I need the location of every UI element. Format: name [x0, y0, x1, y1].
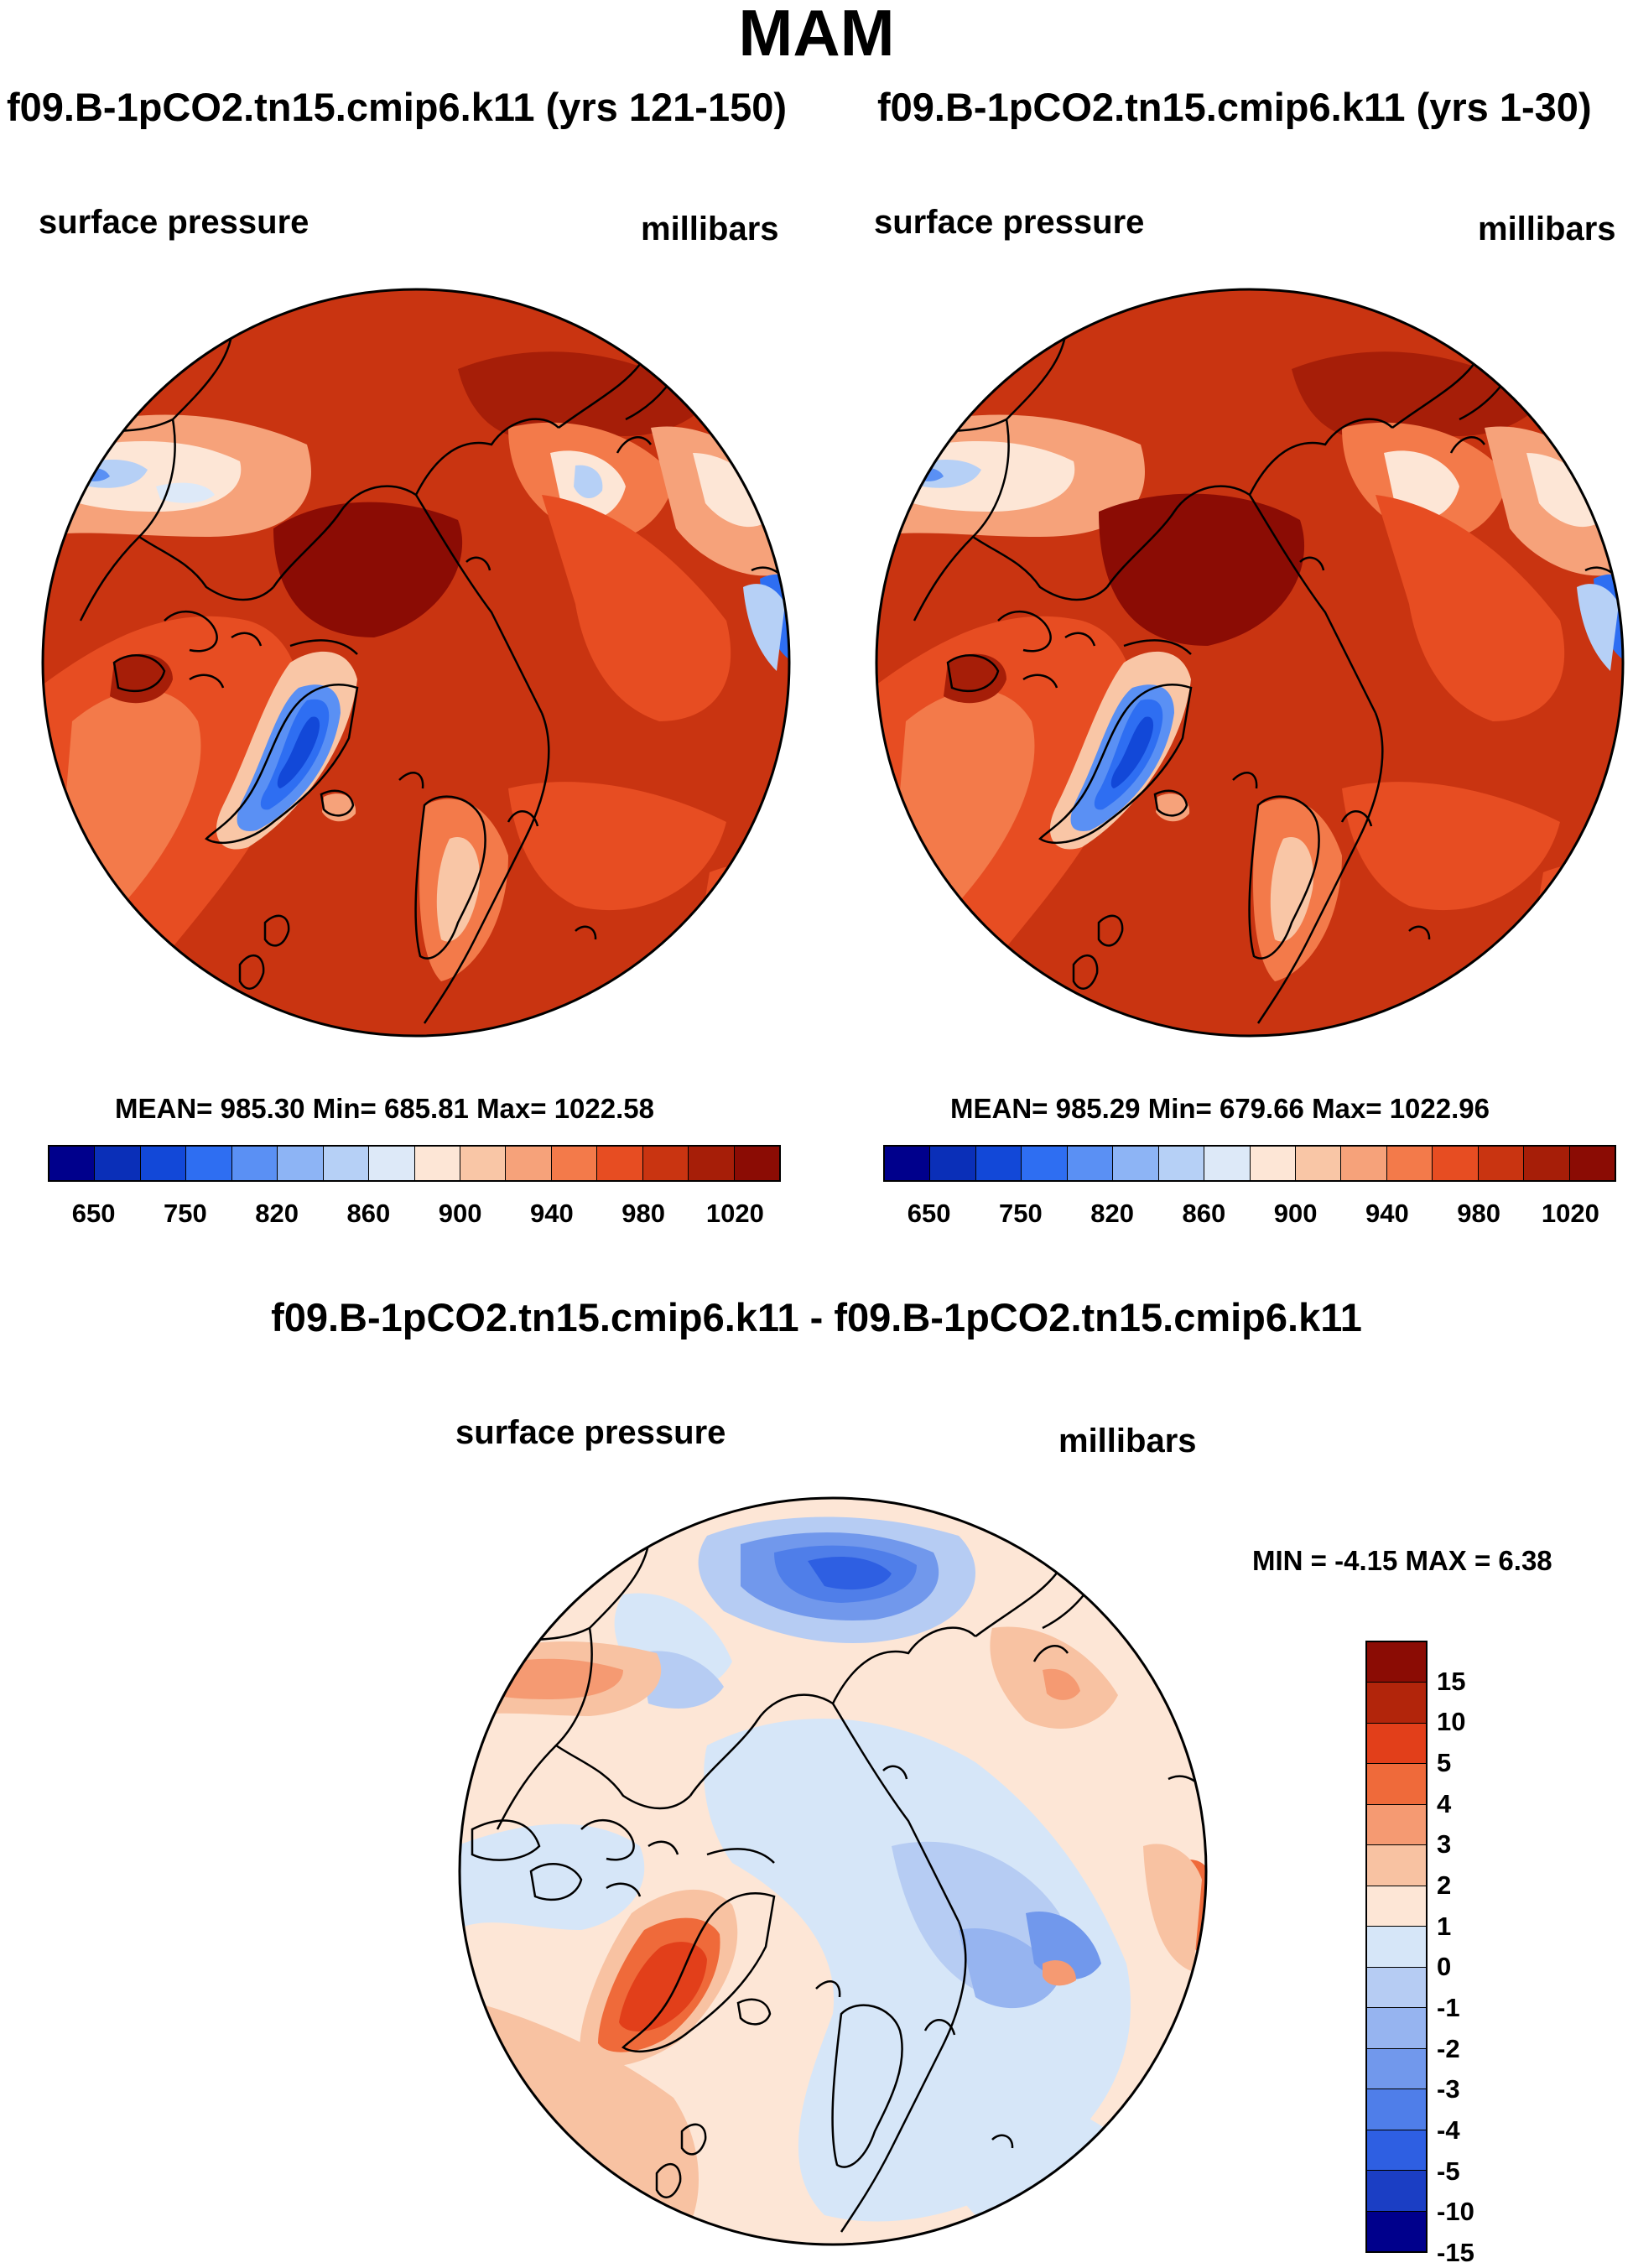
difference-colorbar-tick-label: -10 [1437, 2197, 1474, 2227]
difference-colorbar-swatch [1367, 1642, 1426, 1683]
left-colorbar-swatch [140, 1147, 187, 1180]
difference-colorbar-tick-label: -5 [1437, 2156, 1460, 2186]
left-stats: MEAN= 985.30 Min= 685.81 Max= 1022.58 [115, 1093, 654, 1124]
difference-colorbar-swatch [1367, 2171, 1426, 2212]
difference-colorbar-swatch [1367, 1927, 1426, 1968]
right-polar-map [875, 288, 1625, 1038]
right-colorbar-swatch [1524, 1147, 1570, 1180]
difference-polar-map [458, 1496, 1208, 2246]
difference-colorbar-swatch [1367, 1804, 1426, 1846]
difference-colorbar-tick-label: 3 [1437, 1829, 1452, 1860]
left-colorbar-tick-label: 750 [164, 1199, 207, 1228]
right-colorbar-swatch [1386, 1147, 1433, 1180]
right-colorbar-swatch [1341, 1147, 1387, 1180]
right-colorbar-tick-label: 980 [1457, 1199, 1500, 1228]
right-units-label: millibars [1478, 211, 1616, 247]
right-stats: MEAN= 985.29 Min= 679.66 Max= 1022.96 [950, 1093, 1490, 1124]
left-polar-map [41, 288, 791, 1038]
difference-colorbar-swatch [1367, 1886, 1426, 1927]
right-field-label: surface pressure [874, 204, 1145, 241]
left-colorbar-swatch [734, 1147, 779, 1180]
difference-colorbar-swatch [1367, 1723, 1426, 1765]
difference-colorbar-tick-label: -1 [1437, 1993, 1460, 2022]
difference-colorbar-tick-label: -3 [1437, 2074, 1460, 2104]
right-colorbar-swatch [1158, 1147, 1205, 1180]
difference-colorbar-tick-label: 10 [1437, 1707, 1466, 1737]
left-colorbar-swatch [95, 1147, 141, 1180]
right-colorbar-swatch [1250, 1147, 1296, 1180]
right-colorbar-swatch [1022, 1147, 1068, 1180]
difference-colorbar-swatch [1367, 2130, 1426, 2172]
difference-colorbar-tick-label: 2 [1437, 1870, 1452, 1900]
left-colorbar-tick-label: 1020 [705, 1199, 764, 1228]
difference-colorbar-swatch [1367, 2211, 1426, 2252]
left-colorbar-swatch [506, 1147, 552, 1180]
right-colorbar-tick-label: 820 [1090, 1199, 1134, 1228]
right-colorbar-swatch [1113, 1147, 1159, 1180]
right-colorbar [883, 1145, 1616, 1182]
difference-colorbar-swatch [1367, 1967, 1426, 2009]
left-colorbar-swatch [231, 1147, 278, 1180]
left-colorbar-swatch [551, 1147, 598, 1180]
difference-colorbar [1365, 1641, 1428, 2253]
right-colorbar-tick-label: 900 [1273, 1199, 1318, 1228]
left-colorbar-swatch [642, 1147, 689, 1180]
season-title: MAM [738, 0, 895, 70]
difference-colorbar-swatch [1367, 1683, 1426, 1724]
right-colorbar-tick-label: 940 [1365, 1199, 1409, 1228]
right-colorbar-swatch [975, 1147, 1022, 1180]
difference-colorbar-swatch [1367, 1764, 1426, 1805]
right-colorbar-swatch [1295, 1147, 1342, 1180]
right-colorbar-swatch [1433, 1147, 1479, 1180]
difference-colorbar-swatch [1367, 1845, 1426, 1886]
difference-colorbar-swatch [1367, 2008, 1426, 2049]
right-colorbar-tick-label: 1020 [1541, 1199, 1599, 1228]
left-colorbar-tick-label: 650 [71, 1199, 116, 1228]
right-colorbar-swatch [1204, 1147, 1251, 1180]
right-colorbar-swatch [1067, 1147, 1114, 1180]
left-colorbar-swatch [278, 1147, 324, 1180]
difference-colorbar-swatch [1367, 2048, 1426, 2090]
difference-colorbar-tick-label: -15 [1437, 2238, 1474, 2267]
right-colorbar-tick-label: 750 [999, 1199, 1043, 1228]
left-colorbar-tick-label: 940 [530, 1199, 574, 1228]
difference-title: f09.B-1pCO2.tn15.cmip6.k11 - f09.B-1pCO2… [271, 1295, 1362, 1339]
left-colorbar-swatch [186, 1147, 232, 1180]
difference-colorbar-swatch [1367, 2089, 1426, 2130]
left-colorbar [48, 1145, 781, 1182]
right-colorbar-swatch [1478, 1147, 1525, 1180]
difference-colorbar-tick-label: 0 [1437, 1952, 1452, 1982]
left-colorbar-tick-label: 900 [438, 1199, 482, 1228]
difference-colorbar-tick-label: 4 [1437, 1788, 1452, 1818]
left-colorbar-tick-label: 980 [621, 1199, 665, 1228]
right-colorbar-tick-label: 650 [907, 1199, 951, 1228]
left-colorbar-swatch [369, 1147, 415, 1180]
left-colorbar-tick-label: 820 [255, 1199, 299, 1228]
left-colorbar-tick-label: 860 [346, 1199, 391, 1228]
left-colorbar-swatch [323, 1147, 370, 1180]
difference-colorbar-tick-label: -4 [1437, 2115, 1460, 2145]
left-field-label: surface pressure [39, 204, 309, 241]
left-colorbar-swatch [414, 1147, 460, 1180]
difference-minmax: MIN = -4.15 MAX = 6.38 [1252, 1545, 1552, 1576]
right-panel-title: f09.B-1pCO2.tn15.cmip6.k11 (yrs 1-30) [877, 85, 1592, 129]
right-colorbar-swatch [930, 1147, 976, 1180]
left-colorbar-swatch [49, 1147, 96, 1180]
difference-field-label: surface pressure [455, 1414, 726, 1451]
right-colorbar-swatch [1569, 1147, 1615, 1180]
left-panel-title: f09.B-1pCO2.tn15.cmip6.k11 (yrs 121-150) [7, 85, 788, 129]
left-units-label: millibars [641, 211, 779, 247]
left-colorbar-swatch [597, 1147, 643, 1180]
difference-units-label: millibars [1058, 1423, 1197, 1459]
difference-colorbar-tick-label: 5 [1437, 1748, 1452, 1777]
left-colorbar-swatch [460, 1147, 507, 1180]
difference-colorbar-tick-label: 15 [1437, 1666, 1466, 1696]
right-colorbar-swatch [885, 1147, 931, 1180]
difference-colorbar-tick-label: -2 [1437, 2033, 1460, 2063]
right-colorbar-tick-label: 860 [1182, 1199, 1226, 1228]
left-colorbar-swatch [689, 1147, 735, 1180]
difference-colorbar-tick-label: 1 [1437, 1911, 1452, 1941]
